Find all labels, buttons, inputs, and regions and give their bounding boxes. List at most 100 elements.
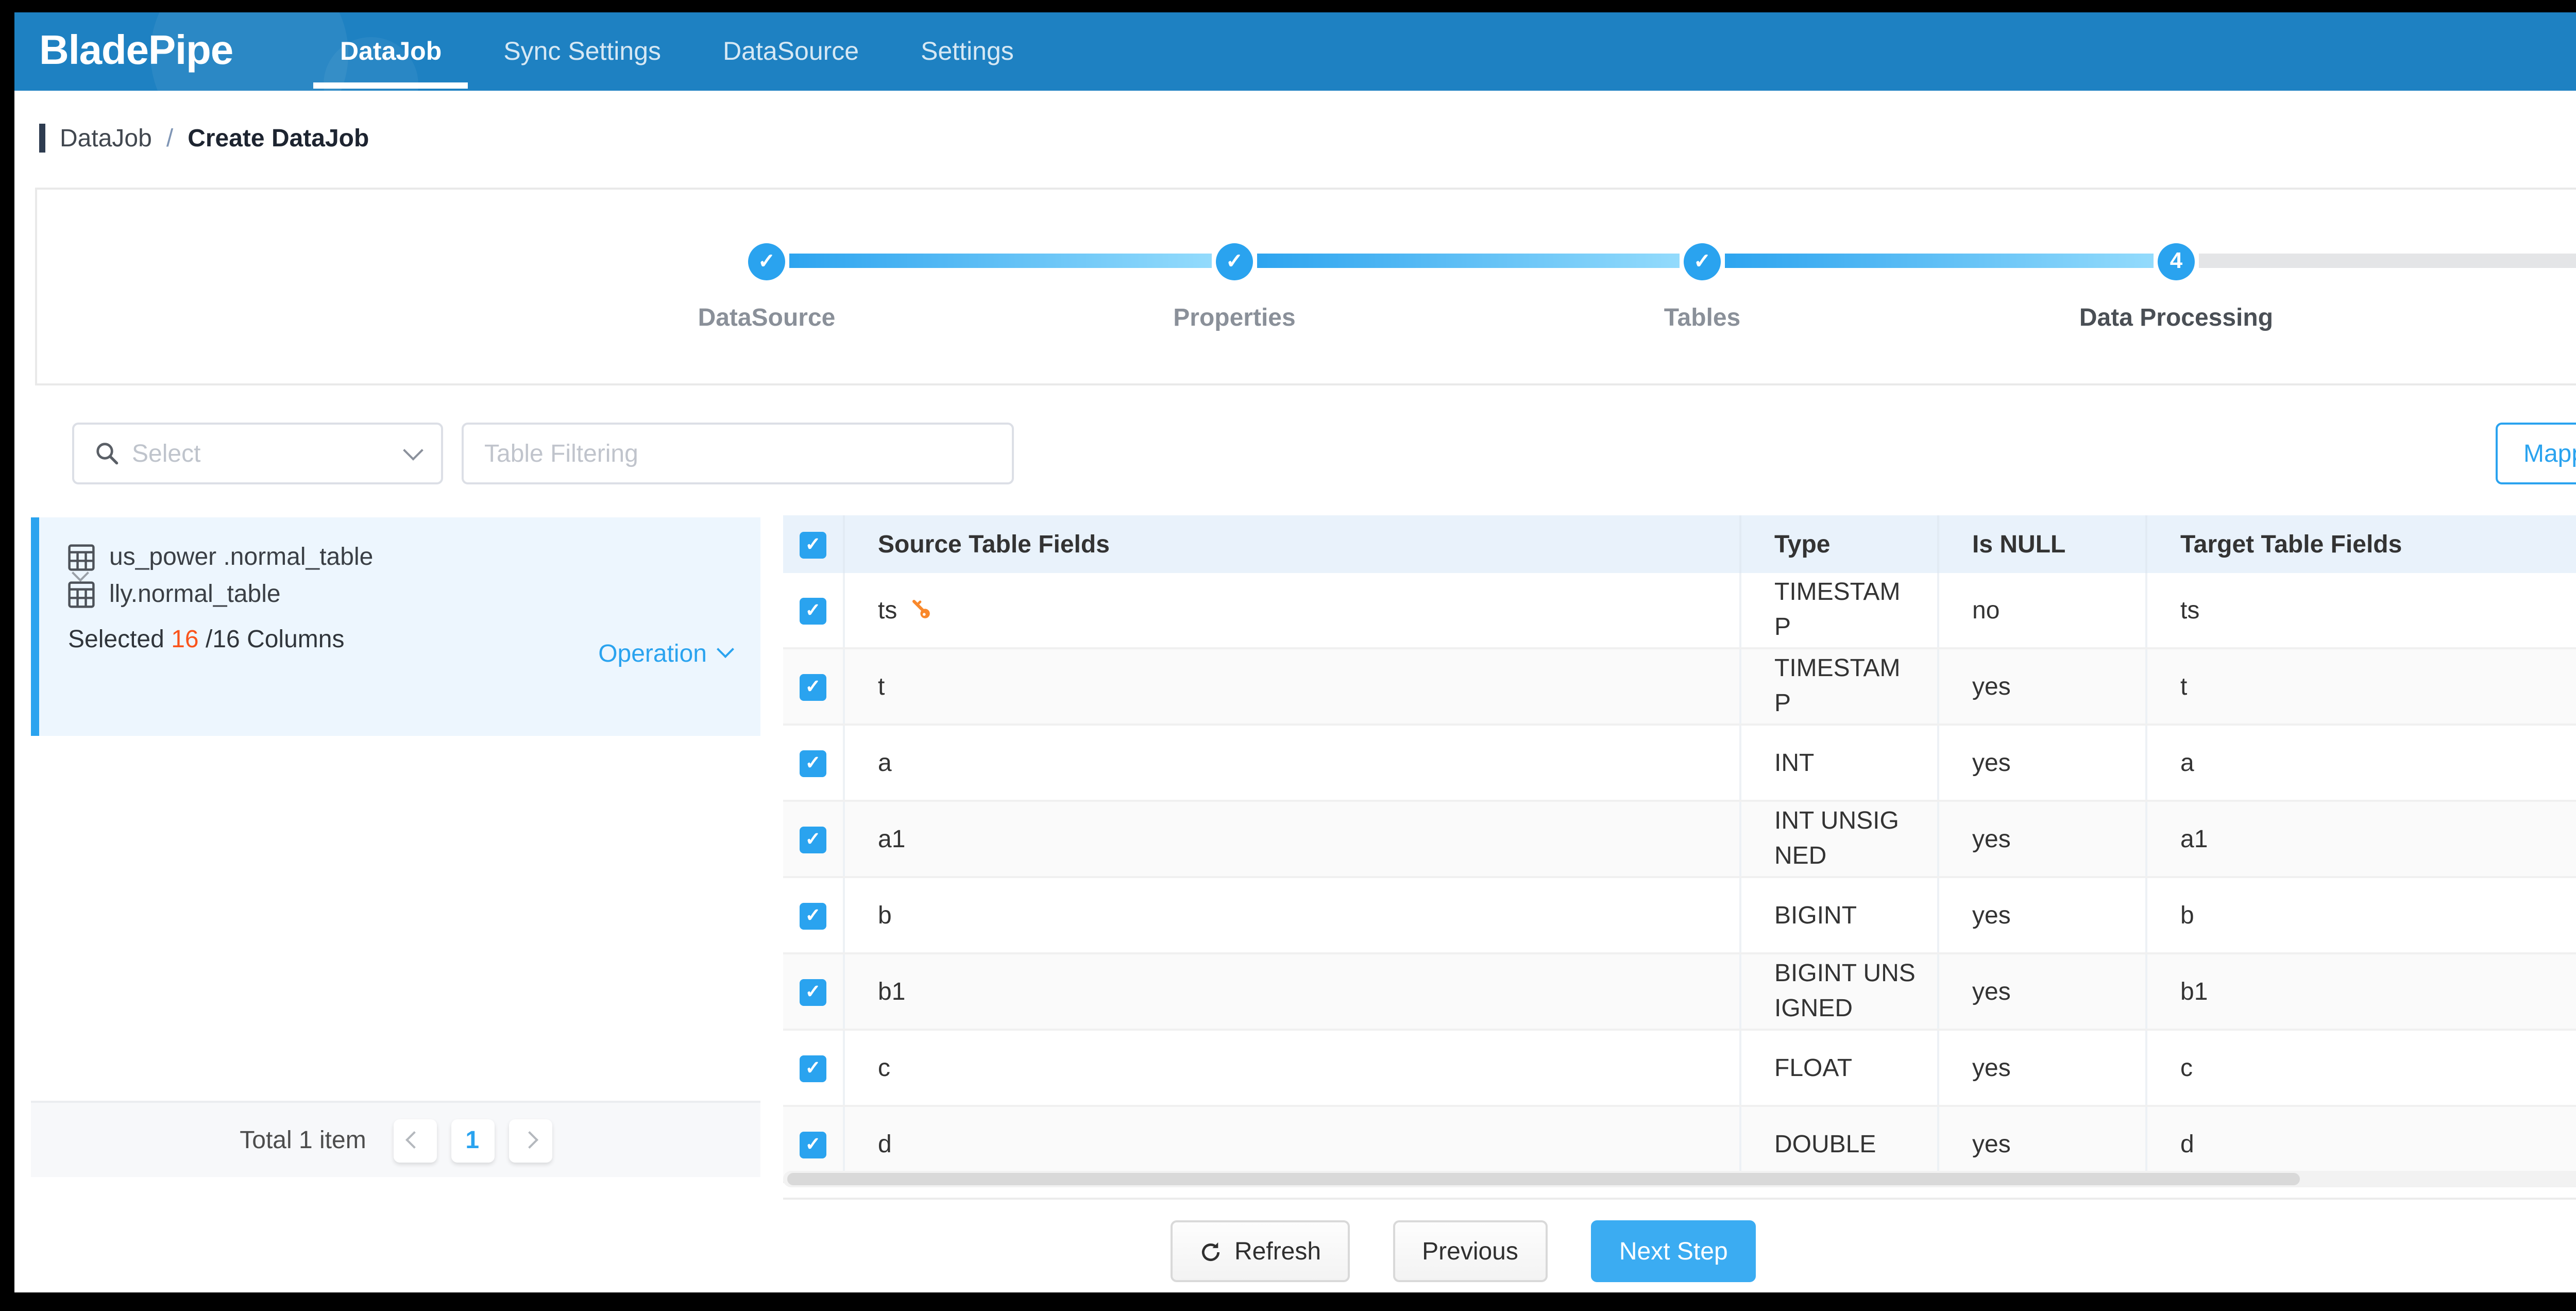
nav-tab-datajob[interactable]: DataJob (313, 12, 469, 91)
step-label: Creation (2436, 303, 2576, 332)
col-header-source-fields: Source Table Fields (845, 515, 1741, 573)
source-field-name: c (878, 1053, 890, 1082)
source-isnull-cell: yes (1939, 1107, 2147, 1181)
target-field-select[interactable]: a1 (2147, 802, 2576, 876)
source-isnull-cell: no (1939, 573, 2147, 647)
pagination: Total 1 item 1 (31, 1101, 760, 1177)
selected-prefix: Selected (68, 625, 164, 653)
nav-tab-sync-settings[interactable]: Sync Settings (503, 37, 662, 66)
table-row: ✓cFLOATyescFLOATyes (783, 1031, 2576, 1107)
source-field-name: a1 (878, 825, 906, 853)
app-logo: BladePipe (39, 28, 233, 73)
table-icon (68, 543, 95, 570)
step-label: DataSource (698, 303, 836, 332)
source-isnull-cell: yes (1939, 1031, 2147, 1105)
toolbar-actions: Mapping Rules Upload Custom Code Batch O… (2495, 423, 2576, 484)
source-field-cell: d (845, 1107, 1741, 1181)
stepper: ✓ DataSource ✓ Properties ✓ Tables 4 Data Proce… (37, 190, 2576, 383)
next-page-button[interactable] (508, 1118, 552, 1162)
table-row: ✓tsTIMESTAMPnotsTIMESTAMPno (783, 573, 2576, 649)
operation-dropdown[interactable]: Operation (598, 639, 734, 668)
scrollbar-thumb[interactable] (787, 1173, 2301, 1185)
select-all-checkbox[interactable]: ✓ (800, 531, 826, 558)
nav-tab-datasource[interactable]: DataSource (723, 37, 859, 66)
source-field-name: d (878, 1130, 892, 1158)
footer-actions: Refresh Previous Next Step (1171, 1220, 1757, 1282)
target-field-select[interactable]: a (2147, 726, 2576, 800)
step-circle-2: ✓ (1216, 243, 1253, 280)
row-checkbox[interactable]: ✓ (800, 597, 826, 624)
source-type-cell: BIGINT UNSIGNED (1741, 954, 1939, 1029)
primary-key-icon (913, 600, 931, 618)
source-isnull-cell: yes (1939, 649, 2147, 724)
table-row: ✓tTIMESTAMPyestTIMESTAMPyes (783, 649, 2576, 726)
source-field-cell: a (845, 726, 1741, 800)
target-field-name: b (2180, 901, 2194, 930)
row-checkbox[interactable]: ✓ (800, 902, 826, 929)
table-pair-item[interactable]: us_power .normal_table lly.normal_table (31, 517, 760, 736)
source-field-cell: ts (845, 573, 1741, 647)
page-button-1[interactable]: 1 (450, 1118, 494, 1162)
source-field-name: b (878, 901, 892, 930)
page-title: Create DataJob (188, 123, 369, 152)
breadcrumb-separator: / (166, 123, 174, 152)
step-connector (2199, 254, 2576, 268)
source-field-cell: c (845, 1031, 1741, 1105)
table-select-dropdown[interactable]: Select (72, 423, 443, 484)
target-field-name: a (2180, 748, 2194, 777)
source-field-name: a (878, 748, 892, 777)
source-type-cell: INT UNSIGNED (1741, 802, 1939, 876)
target-field-name: c (2180, 1053, 2193, 1082)
stepper-card: ✓ DataSource ✓ Properties ✓ Tables 4 Data Proce… (35, 188, 2576, 385)
source-field-cell: b (845, 878, 1741, 952)
horizontal-scrollbar[interactable] (783, 1171, 2576, 1187)
row-checkbox[interactable]: ✓ (800, 978, 826, 1005)
target-field-select[interactable]: t (2147, 649, 2576, 724)
toolbar: Select Mapping Rules Upload Custom Code … (35, 423, 2576, 484)
col-header-source-isnull: Is NULL (1939, 515, 2147, 573)
breadcrumb-parent[interactable]: DataJob (60, 123, 152, 152)
row-checkbox[interactable]: ✓ (800, 749, 826, 776)
prev-page-button[interactable] (393, 1118, 436, 1162)
row-checkbox[interactable]: ✓ (800, 1054, 826, 1081)
table-filter-input[interactable] (462, 423, 1014, 484)
refresh-label: Refresh (1234, 1237, 1321, 1266)
row-checkbox[interactable]: ✓ (800, 1131, 826, 1157)
source-field-name: t (878, 672, 885, 701)
target-field-select[interactable]: ts (2147, 573, 2576, 647)
target-field-name: a1 (2180, 825, 2208, 853)
source-type-cell: INT (1741, 726, 1939, 800)
source-type-cell: BIGINT (1741, 878, 1939, 952)
refresh-icon (1201, 1241, 1220, 1260)
source-isnull-cell: yes (1939, 802, 2147, 876)
source-type-cell: DOUBLE (1741, 1107, 1939, 1181)
chevron-down-icon (717, 641, 734, 658)
next-step-button[interactable]: Next Step (1590, 1220, 1757, 1282)
row-checkbox[interactable]: ✓ (800, 826, 826, 852)
step-circle-3: ✓ (1684, 243, 1721, 280)
table-body: ✓tsTIMESTAMPnotsTIMESTAMPno✓tTIMESTAMPye… (783, 573, 2576, 1183)
target-field-select[interactable]: b (2147, 878, 2576, 952)
target-field-name: ts (2180, 596, 2200, 625)
target-field-name: b1 (2180, 977, 2208, 1006)
table-icon (68, 580, 95, 607)
table-list-panel: us_power .normal_table lly.normal_table (31, 517, 760, 1177)
row-checkbox[interactable]: ✓ (800, 673, 826, 700)
breadcrumb-accent-bar (39, 123, 45, 152)
mapping-rules-button[interactable]: Mapping Rules (2495, 423, 2576, 484)
col-header-target-fields: Target Table Fields (2147, 515, 2576, 573)
pagination-total: Total 1 item (240, 1125, 366, 1154)
step-circle-1: ✓ (748, 243, 785, 280)
target-table-name: lly.normal_table (109, 579, 281, 608)
source-field-cell: t (845, 649, 1741, 724)
target-field-select[interactable]: b1 (2147, 954, 2576, 1029)
nav-tab-settings[interactable]: Settings (921, 37, 1014, 66)
target-field-select[interactable]: c (2147, 1031, 2576, 1105)
topbar: BladePipe DataJob Sync Settings DataSource… (14, 12, 2576, 91)
refresh-button[interactable]: Refresh (1171, 1220, 1350, 1282)
target-field-select[interactable]: d (2147, 1107, 2576, 1181)
previous-button[interactable]: Previous (1393, 1220, 1547, 1282)
step-connector (789, 254, 1212, 268)
